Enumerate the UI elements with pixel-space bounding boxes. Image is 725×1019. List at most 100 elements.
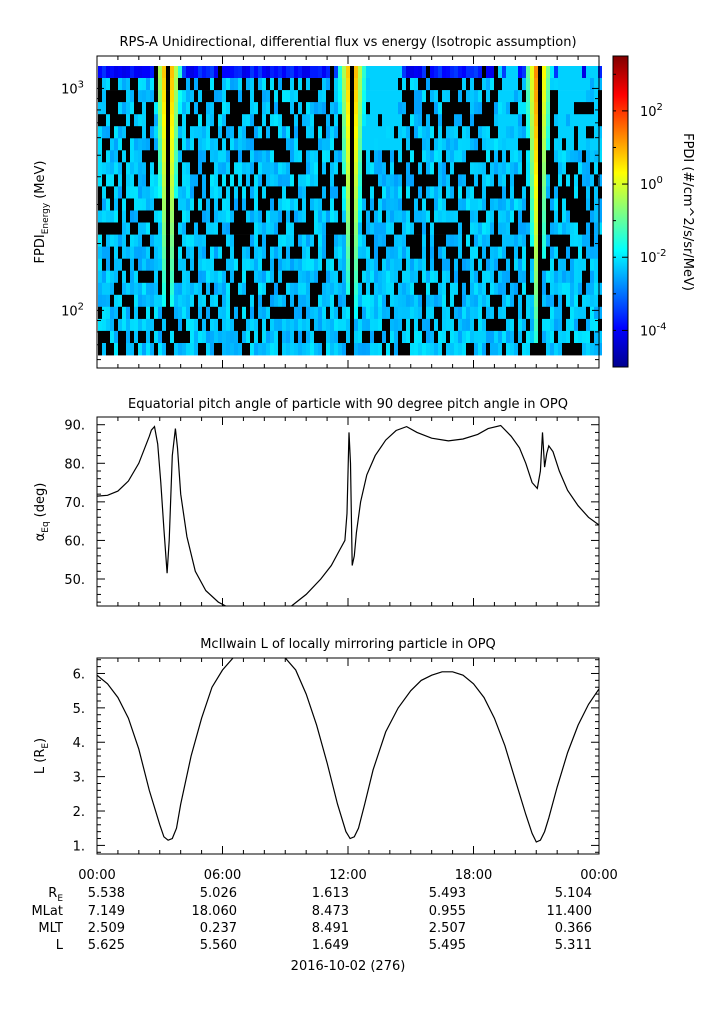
heatmap-cell <box>246 126 250 139</box>
heatmap-cell <box>446 186 450 199</box>
heatmap-cell <box>462 162 466 175</box>
heatmap-cell <box>186 186 190 199</box>
heatmap-cell <box>142 174 146 187</box>
heatmap-cell <box>102 282 106 296</box>
heatmap-cell <box>290 246 294 259</box>
heatmap-cell <box>362 282 366 296</box>
heatmap-cell <box>158 222 162 235</box>
heatmap-cell <box>358 282 362 296</box>
heatmap-cell <box>122 294 126 308</box>
heatmap-cell <box>318 114 322 127</box>
heatmap-cell <box>202 318 206 332</box>
heatmap-cell <box>142 222 146 235</box>
heatmap-cell <box>534 282 538 296</box>
heatmap-cell <box>102 66 106 79</box>
heatmap-cell <box>582 294 586 308</box>
heatmap-cell <box>202 66 206 79</box>
heatmap-cell <box>546 258 550 272</box>
heatmap-cell <box>426 234 430 247</box>
heatmap-cell <box>162 294 166 308</box>
heatmap-cell <box>358 162 362 175</box>
heatmap-cell <box>366 222 370 235</box>
heatmap-cell <box>514 90 518 103</box>
heatmap-cell <box>334 78 338 91</box>
heatmap-cell <box>154 198 158 211</box>
heatmap-cell <box>170 294 174 308</box>
heatmap-cell <box>118 138 122 151</box>
heatmap-cell <box>170 114 174 127</box>
heatmap-cell <box>254 186 258 199</box>
heatmap-cell <box>426 198 430 211</box>
heatmap-cell <box>402 330 406 344</box>
heatmap-cell <box>198 186 202 199</box>
heatmap-cell <box>326 270 330 284</box>
heatmap-cell <box>262 126 266 139</box>
heatmap-cell <box>550 66 554 79</box>
heatmap-cell <box>438 343 442 356</box>
heatmap-cell <box>570 186 574 199</box>
heatmap-cell <box>102 102 106 115</box>
heatmap-cell <box>302 174 306 187</box>
heatmap-cell <box>594 258 598 272</box>
heatmap-cell <box>198 343 202 356</box>
mcilwain-l-ylabel: L (RE) <box>33 738 51 774</box>
heatmap-cell <box>174 282 178 296</box>
heatmap-cell <box>174 330 178 344</box>
heatmap-cell <box>406 162 410 175</box>
heatmap-cell <box>178 114 182 127</box>
heatmap-cell <box>466 78 470 91</box>
heatmap-cell <box>502 198 506 211</box>
heatmap-cell <box>454 198 458 211</box>
heatmap-cell <box>350 150 354 163</box>
heatmap-cell <box>106 234 110 247</box>
heatmap-cell <box>174 126 178 139</box>
heatmap-cell <box>338 102 342 115</box>
heatmap-cell <box>326 66 330 79</box>
heatmap-cell <box>286 138 290 151</box>
heatmap-cell <box>254 294 258 308</box>
heatmap-cell <box>414 174 418 187</box>
heatmap-cell <box>202 330 206 344</box>
heatmap-cell <box>370 246 374 259</box>
heatmap-cell <box>510 246 514 259</box>
heatmap-cell <box>442 210 446 223</box>
heatmap-cell <box>186 66 190 79</box>
heatmap-cell <box>406 114 410 127</box>
heatmap-cell <box>270 210 274 223</box>
heatmap-cell <box>174 210 178 223</box>
heatmap-cell <box>526 210 530 223</box>
heatmap-cell <box>530 222 534 235</box>
heatmap-cell <box>114 90 118 103</box>
heatmap-cell <box>434 270 438 284</box>
heatmap-cell <box>330 318 334 332</box>
heatmap-cell <box>478 78 482 91</box>
heatmap-cell <box>526 114 530 127</box>
heatmap-cell <box>530 78 534 91</box>
heatmap-cell <box>518 318 522 332</box>
heatmap-cell <box>586 66 590 79</box>
heatmap-cell <box>598 306 602 320</box>
heatmap-cell <box>146 90 150 103</box>
heatmap-cell <box>346 66 350 79</box>
heatmap-cell <box>538 282 542 296</box>
heatmap-cell <box>234 270 238 284</box>
heatmap-cell <box>166 198 170 211</box>
heatmap-cell <box>126 126 130 139</box>
heatmap-cell <box>550 114 554 127</box>
heatmap-cell <box>142 258 146 272</box>
heatmap-cell <box>182 318 186 332</box>
heatmap-cell <box>466 138 470 151</box>
heatmap-cell <box>570 126 574 139</box>
heatmap-cell <box>422 114 426 127</box>
heatmap-cell <box>270 162 274 175</box>
heatmap-cell <box>450 294 454 308</box>
heatmap-cell <box>298 126 302 139</box>
heatmap-cell <box>390 318 394 332</box>
heatmap-cell <box>214 198 218 211</box>
heatmap-cell <box>238 126 242 139</box>
heatmap-cell <box>138 102 142 115</box>
heatmap-cell <box>462 282 466 296</box>
heatmap-cell <box>98 246 102 259</box>
heatmap-cell <box>266 150 270 163</box>
heatmap-cell <box>506 246 510 259</box>
